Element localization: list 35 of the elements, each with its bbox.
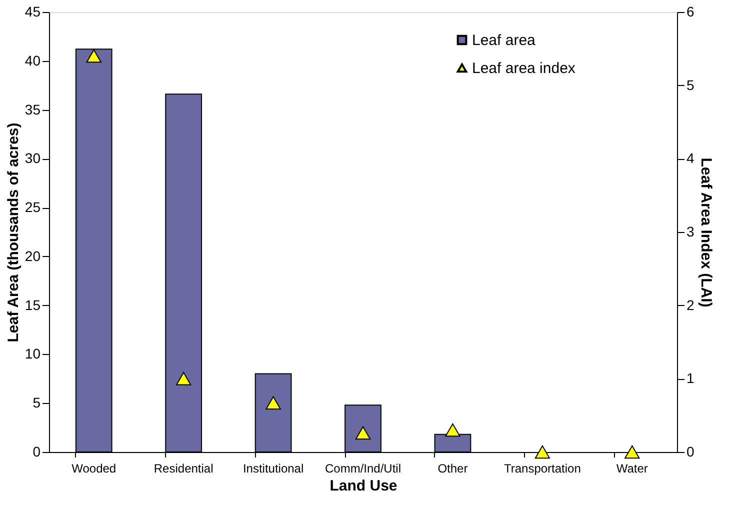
x-tick-label: Transportation bbox=[504, 462, 581, 476]
y-tick-label: 45 bbox=[24, 4, 41, 20]
x-axis-title: Land Use bbox=[330, 478, 398, 494]
point bbox=[624, 445, 640, 459]
y2-tick-label: 2 bbox=[686, 296, 694, 313]
y-tick-label: 30 bbox=[24, 150, 41, 166]
y2-tick-label: 1 bbox=[686, 370, 694, 386]
x-tick-label: Other bbox=[438, 462, 468, 476]
y-tick-label: 10 bbox=[24, 346, 41, 362]
y-tick-label: 25 bbox=[24, 199, 41, 216]
point bbox=[266, 396, 281, 410]
y2-tick-label: 5 bbox=[686, 76, 694, 93]
point bbox=[86, 49, 102, 63]
y-tick-label: 15 bbox=[24, 296, 41, 313]
x-tick-label: Wooded bbox=[72, 462, 116, 476]
y-tick-label: 0 bbox=[32, 444, 41, 460]
y2-tick-label: 3 bbox=[686, 224, 694, 240]
y2-tick-label: 4 bbox=[686, 150, 694, 166]
y2-axis-title: Leaf Area Index (LAI) bbox=[697, 158, 714, 308]
y-tick-label: 35 bbox=[24, 101, 41, 118]
y-tick-label: 5 bbox=[32, 394, 41, 411]
x-tick-label: Comm/Ind/Util bbox=[324, 462, 402, 476]
y-tick-label: 20 bbox=[24, 248, 41, 264]
y-tick-label: 40 bbox=[24, 52, 41, 68]
point bbox=[445, 423, 460, 437]
x-tick-label: Residential bbox=[154, 462, 214, 476]
x-tick-label: Water bbox=[616, 462, 648, 476]
point bbox=[176, 372, 192, 386]
y2-tick-label: 0 bbox=[686, 444, 694, 460]
x-tick-label: Institutional bbox=[242, 462, 304, 476]
legend-label: Leaf area bbox=[472, 32, 536, 49]
point bbox=[534, 445, 550, 459]
legend-label: Leaf area index bbox=[472, 60, 576, 77]
y2-tick-label: 6 bbox=[686, 4, 694, 20]
y-axis-title: Leaf Area (thousands of acres) bbox=[4, 122, 22, 342]
